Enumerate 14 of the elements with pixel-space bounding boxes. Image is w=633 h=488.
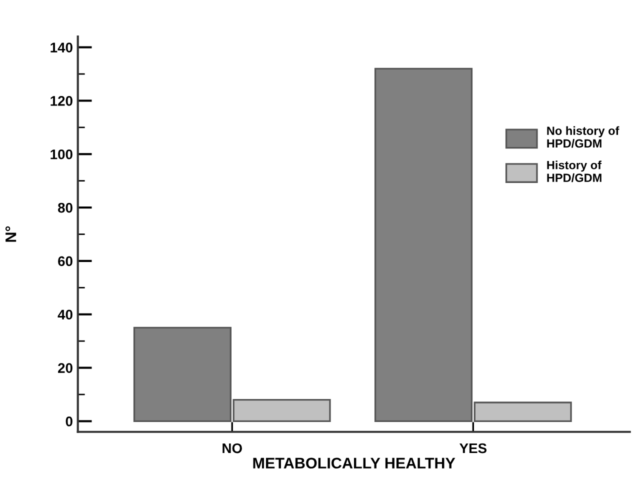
- y-tick-label: 80: [58, 202, 72, 213]
- x-axis-title: METABOLICALLY HEALTHY: [253, 458, 456, 469]
- x-tick-label: NO: [222, 443, 242, 454]
- y-tick-label: 120: [50, 96, 72, 106]
- y-tick-label: 140: [50, 42, 72, 52]
- x-tick-label: YES: [460, 443, 487, 454]
- y-tick-label: 20: [58, 363, 72, 373]
- y-tick-label: 60: [58, 256, 72, 266]
- legend-label: No history of HPD/GDM: [547, 126, 620, 148]
- legend-label: History of HPD/GDM: [547, 160, 602, 182]
- y-tick-label: 40: [58, 310, 72, 320]
- y-axis-title: N°: [5, 226, 16, 242]
- y-tick-label: 100: [50, 149, 72, 160]
- y-tick-label: 0: [66, 416, 72, 426]
